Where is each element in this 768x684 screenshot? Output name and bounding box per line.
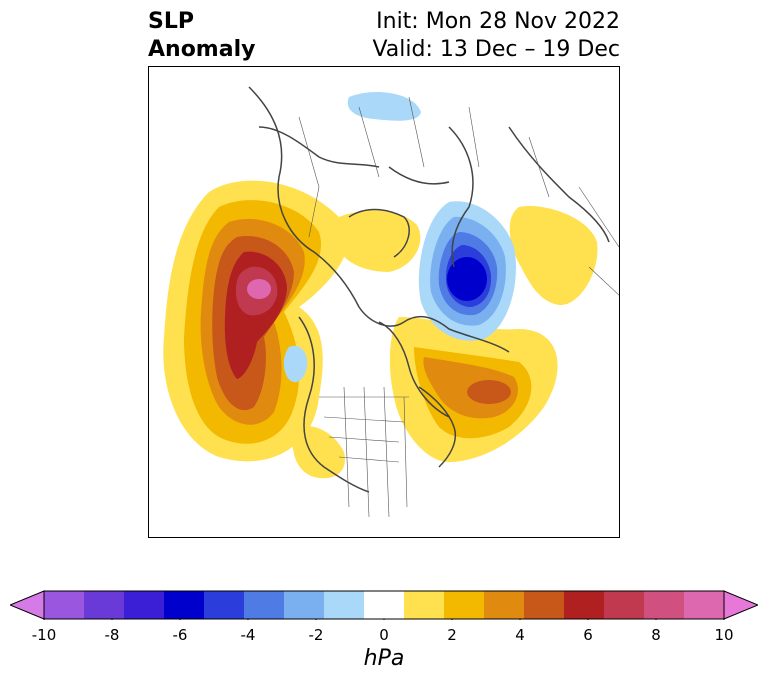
valid-range: Valid: 13 Dec – 19 Dec bbox=[372, 37, 620, 62]
colorbar-segment bbox=[124, 591, 165, 619]
colorbar-tick-label: -2 bbox=[308, 626, 324, 644]
colorbar-segment bbox=[204, 591, 245, 619]
anomaly-greenland-high bbox=[333, 210, 421, 272]
colorbar-tick-label: 2 bbox=[447, 626, 457, 644]
anomaly-atlantic-high bbox=[389, 317, 558, 462]
anomaly-bc-low bbox=[283, 345, 308, 383]
colorbar-tick-label: 4 bbox=[515, 626, 525, 644]
colorbar-tick-label: -4 bbox=[240, 626, 256, 644]
map-subtitle: Init: Mon 28 Nov 2022 Valid: 13 Dec – 19… bbox=[372, 8, 620, 64]
colorbar-segment bbox=[444, 591, 485, 619]
colorbar-extend-min bbox=[10, 590, 45, 620]
colorbar-segment bbox=[604, 591, 645, 619]
colorbar-segment bbox=[164, 591, 205, 619]
anomaly-swus-high bbox=[292, 425, 345, 479]
title-line-2: Anomaly bbox=[148, 37, 256, 62]
colorbar-segment bbox=[524, 591, 565, 619]
init-date: Init: Mon 28 Nov 2022 bbox=[376, 9, 620, 34]
colorbar-segment bbox=[564, 591, 605, 619]
colorbar bbox=[10, 590, 758, 620]
anomaly-pacific-high bbox=[163, 180, 349, 462]
colorbar-segment bbox=[284, 591, 325, 619]
anomaly-siberia-low bbox=[418, 201, 516, 341]
colorbar-tick-label: 10 bbox=[714, 626, 734, 644]
colorbar-segment bbox=[44, 591, 85, 619]
colorbar-segment bbox=[644, 591, 685, 619]
anomaly-scandinavia-high bbox=[509, 206, 598, 306]
colorbar-segment bbox=[84, 591, 125, 619]
colorbar-units: hPa bbox=[363, 646, 405, 671]
coastlines bbox=[248, 86, 610, 493]
anomaly-asia-low bbox=[347, 92, 421, 121]
colorbar-tick-label: -10 bbox=[31, 626, 57, 644]
colorbar-tick-label: 8 bbox=[651, 626, 661, 644]
colorbar-segment bbox=[404, 591, 445, 619]
map-canvas bbox=[163, 86, 619, 518]
colorbar-segment bbox=[244, 591, 285, 619]
colorbar-segment bbox=[684, 591, 725, 619]
colorbar-extend-max bbox=[723, 590, 758, 620]
colorbar-tick-label: 6 bbox=[583, 626, 593, 644]
anomaly-map bbox=[148, 66, 620, 538]
colorbar-tick-label: 0 bbox=[379, 626, 389, 644]
colorbar-segment bbox=[364, 591, 405, 619]
colorbar-segment bbox=[324, 591, 365, 619]
colorbar-segment bbox=[484, 591, 525, 619]
colorbar-tick-label: -8 bbox=[104, 626, 120, 644]
borders bbox=[298, 96, 619, 518]
title-line-1: SLP bbox=[148, 9, 194, 34]
map-title: SLP Anomaly bbox=[148, 8, 255, 64]
colorbar-tick-label: -6 bbox=[172, 626, 188, 644]
